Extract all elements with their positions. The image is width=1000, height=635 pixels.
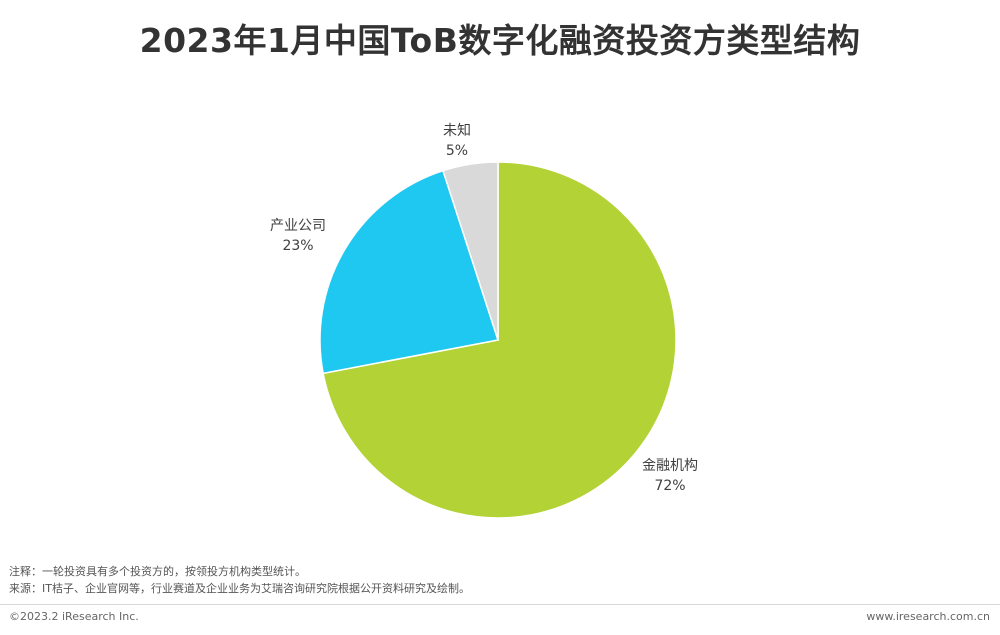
footer-divider <box>0 604 1000 605</box>
pie-slice-3 <box>442 161 499 341</box>
pie-slice-2 <box>319 169 499 375</box>
slice-label-3: 未知 <box>443 122 471 139</box>
slice-label-1: 金融机构 <box>642 458 698 474</box>
slice-label-2: 产业公司 <box>270 218 326 234</box>
slice-value-1: 72% <box>654 478 685 494</box>
notes: 注释：一轮投资具有多个投资方的，按领投方机构类型统计。 来源：IT桔子、企业官网… <box>9 563 470 597</box>
pie-slice-1 <box>322 161 677 519</box>
source-line: 来源：IT桔子、企业官网等，行业赛道及企业业务为艾瑞咨询研究院根据公开资料研究及… <box>9 582 470 595</box>
website-link[interactable]: www.iresearch.com.cn <box>866 610 990 623</box>
copyright: ©2023.2 iResearch Inc. <box>9 610 139 623</box>
note-line: 注释：一轮投资具有多个投资方的，按领投方机构类型统计。 <box>9 565 306 578</box>
pie-chart: 金融机构 72% 产业公司 23% 未知 5% <box>270 122 698 519</box>
slice-value-2: 23% <box>282 238 313 254</box>
chart-title: 2023年1月中国ToB数字化融资投资方类型结构 <box>139 21 861 60</box>
slice-value-3: 5% <box>446 143 468 159</box>
